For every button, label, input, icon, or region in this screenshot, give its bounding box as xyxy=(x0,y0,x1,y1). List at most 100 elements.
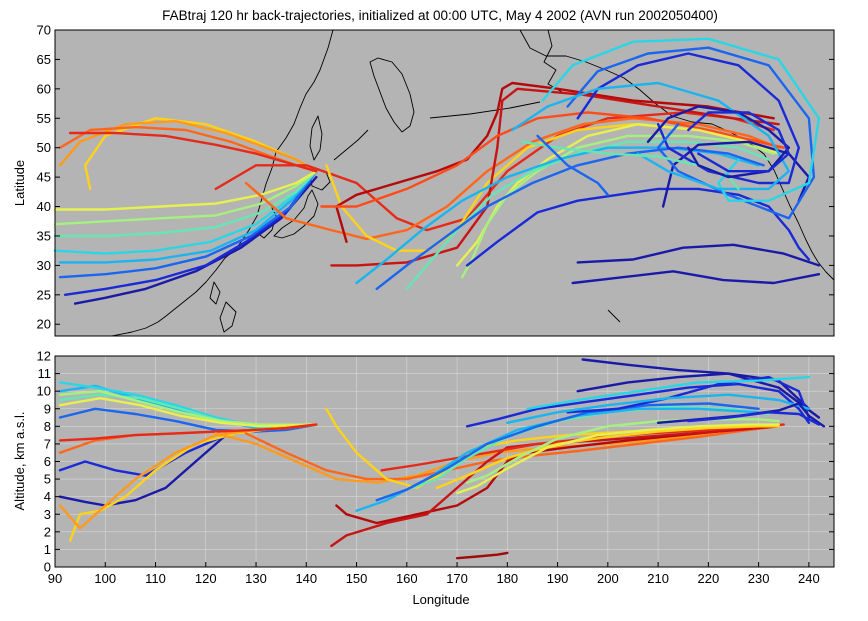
map-trajectory-7 xyxy=(53,169,318,226)
altitude-trajectory-30 xyxy=(526,375,811,410)
coastline-kurils xyxy=(333,129,369,161)
coastline-aleutians xyxy=(429,101,541,119)
altitude-x-tick-label: 140 xyxy=(295,571,317,586)
map-trajectory-1 xyxy=(73,175,318,305)
altitude-x-tick-label: 230 xyxy=(748,571,770,586)
map-trajectory-29 xyxy=(566,46,816,220)
map-trajectory-14 xyxy=(244,117,780,241)
altitude-y-tick-label: 6 xyxy=(44,454,51,469)
altitude-x-tick-label: 110 xyxy=(145,571,166,586)
altitude-y-tick-label: 3 xyxy=(44,507,51,522)
coastline-asia-mainland xyxy=(111,29,334,337)
altitude-trajectory-12 xyxy=(58,423,318,442)
map-trajectory-35 xyxy=(687,111,790,173)
map-y-tick-label: 70 xyxy=(37,23,51,38)
altitude-x-tick-label: 210 xyxy=(647,571,669,586)
altitude-trajectory-25 xyxy=(375,402,760,502)
altitude-trajectory-29 xyxy=(566,375,811,419)
map-trajectory-25 xyxy=(576,243,821,267)
altitude-trajectory-8 xyxy=(58,397,318,428)
map-frame xyxy=(54,29,835,337)
altitude-y-tick-label: 10 xyxy=(37,384,51,399)
coastline-kamchatka xyxy=(369,57,415,133)
map-y-tick-label: 50 xyxy=(37,140,51,155)
map-y-tick-label: 65 xyxy=(37,52,51,67)
altitude-trajectory-20 xyxy=(435,425,780,490)
altitude-trajectory-17 xyxy=(330,425,780,548)
map-trajectory-26 xyxy=(571,270,821,285)
coastline-sakhalin xyxy=(309,115,323,161)
altitude-y-tick-label: 4 xyxy=(44,489,51,504)
altitude-y-tick-label: 9 xyxy=(44,401,51,416)
altitude-y-tick-label: 1 xyxy=(44,542,51,557)
map-trajectory-6 xyxy=(53,169,318,238)
chart-title: FABtraj 120 hr back-trajectories, initia… xyxy=(162,8,718,23)
map-panel: 20 25 30 35 40 45 50 55 60 65 70 Latitude xyxy=(12,23,835,337)
map-y-tick-label: 25 xyxy=(37,287,51,302)
altitude-x-tick-label: 220 xyxy=(698,571,720,586)
map-trajectory-8 xyxy=(53,169,318,211)
altitude-x-tick-label: 160 xyxy=(396,571,418,586)
map-y-tick-label: 55 xyxy=(37,111,51,126)
altitude-y-tick-label: 11 xyxy=(38,366,52,381)
altitude-x-tick-label: 90 xyxy=(48,571,62,586)
altitude-y-tick-label: 2 xyxy=(44,524,51,539)
altitude-trajectory-26 xyxy=(465,382,811,428)
altitude-x-tick-label: 130 xyxy=(245,571,267,586)
map-trajectory-33 xyxy=(536,134,609,197)
altitude-trajectory-31 xyxy=(506,393,811,424)
altitude-trajectory-7 xyxy=(58,390,318,426)
map-y-tick-label: 20 xyxy=(37,317,51,332)
altitude-trajectory-28 xyxy=(576,372,821,419)
map-trajectories xyxy=(53,37,821,305)
altitude-x-tick-label: 240 xyxy=(798,571,820,586)
altitude-trajectory-3 xyxy=(58,407,318,433)
altitude-y-tick-label: 5 xyxy=(44,472,51,487)
altitude-x-tick-label: 180 xyxy=(496,571,518,586)
altitude-x-tick-label: 190 xyxy=(547,571,569,586)
map-trajectory-30 xyxy=(541,37,821,202)
map-trajectory-4 xyxy=(58,169,318,264)
altitude-trajectory-22 xyxy=(465,418,780,484)
map-trajectory-12 xyxy=(68,131,318,173)
map-y-ticks: 20 25 30 35 40 45 50 55 60 65 70 xyxy=(37,23,834,332)
altitude-x-tick-label: 120 xyxy=(195,571,217,586)
map-y-tick-label: 40 xyxy=(37,199,51,214)
map-trajectory-24 xyxy=(465,187,811,267)
map-plot-area xyxy=(55,30,834,336)
map-trajectory-17 xyxy=(330,87,780,267)
altitude-x-tick-label: 200 xyxy=(597,571,619,586)
altitude-y-tick-label: 7 xyxy=(44,436,51,451)
coastline-taiwan xyxy=(209,281,221,305)
altitude-trajectory-21 xyxy=(455,423,780,495)
map-trajectory-2 xyxy=(63,169,318,296)
map-y-tick-label: 30 xyxy=(37,258,51,273)
altitude-y-tick-label: 0 xyxy=(44,560,51,575)
x-axis-label: Longitude xyxy=(412,592,469,607)
map-trajectory-16 xyxy=(335,81,775,244)
map-y-tick-label: 45 xyxy=(37,170,51,185)
map-trajectory-3 xyxy=(58,169,318,279)
altitude-x-tick-label: 170 xyxy=(446,571,468,586)
altitude-trajectory-18 xyxy=(455,551,509,560)
map-y-tick-label: 35 xyxy=(37,228,51,243)
altitude-trajectories xyxy=(58,358,826,560)
map-trajectory-23 xyxy=(375,146,765,291)
altitude-x-tick-label: 150 xyxy=(346,571,368,586)
altitude-y-axis-label: Altitude, km a.s.l. xyxy=(12,412,27,511)
altitude-x-tick-label: 100 xyxy=(94,571,116,586)
map-y-tick-label: 60 xyxy=(37,81,51,96)
coastline-hawaii xyxy=(607,309,621,323)
map-y-axis-label: Latitude xyxy=(12,160,27,206)
altitude-y-tick-label: 8 xyxy=(44,419,51,434)
coastline-alaska-west xyxy=(543,29,563,93)
map-trajectory-18 xyxy=(320,111,785,208)
altitude-y-tick-label: 12 xyxy=(37,349,51,364)
coastline-japan xyxy=(273,189,319,239)
map-trajectory-5 xyxy=(53,169,318,255)
map-trajectory-10 xyxy=(58,119,318,173)
coastline-philippines xyxy=(219,301,237,333)
